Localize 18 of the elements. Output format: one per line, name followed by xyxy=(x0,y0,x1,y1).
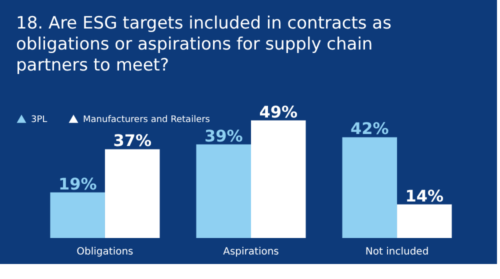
bar xyxy=(104,149,160,238)
x-tick-label: Obligations xyxy=(76,246,134,258)
data-label: 42% xyxy=(350,119,389,138)
data-label: 19% xyxy=(58,174,97,194)
x-tick-label: Not included xyxy=(365,246,429,258)
chart-title: 18. Are ESG targets included in contracts as obligations or aspirations for supply chain partners to meet? xyxy=(16,13,392,76)
data-label: 37% xyxy=(113,131,152,150)
data-label: 39% xyxy=(204,126,243,146)
bar xyxy=(196,144,251,238)
legend-label: 3PL xyxy=(31,114,48,125)
bar xyxy=(342,137,398,238)
x-tick-label: Aspirations xyxy=(223,246,279,258)
data-label: 14% xyxy=(405,186,444,206)
legend-label: Manufacturers and Retailers xyxy=(83,114,210,125)
bar xyxy=(251,120,306,238)
bar xyxy=(50,192,105,238)
bar xyxy=(397,204,452,238)
data-label: 49% xyxy=(259,102,298,122)
